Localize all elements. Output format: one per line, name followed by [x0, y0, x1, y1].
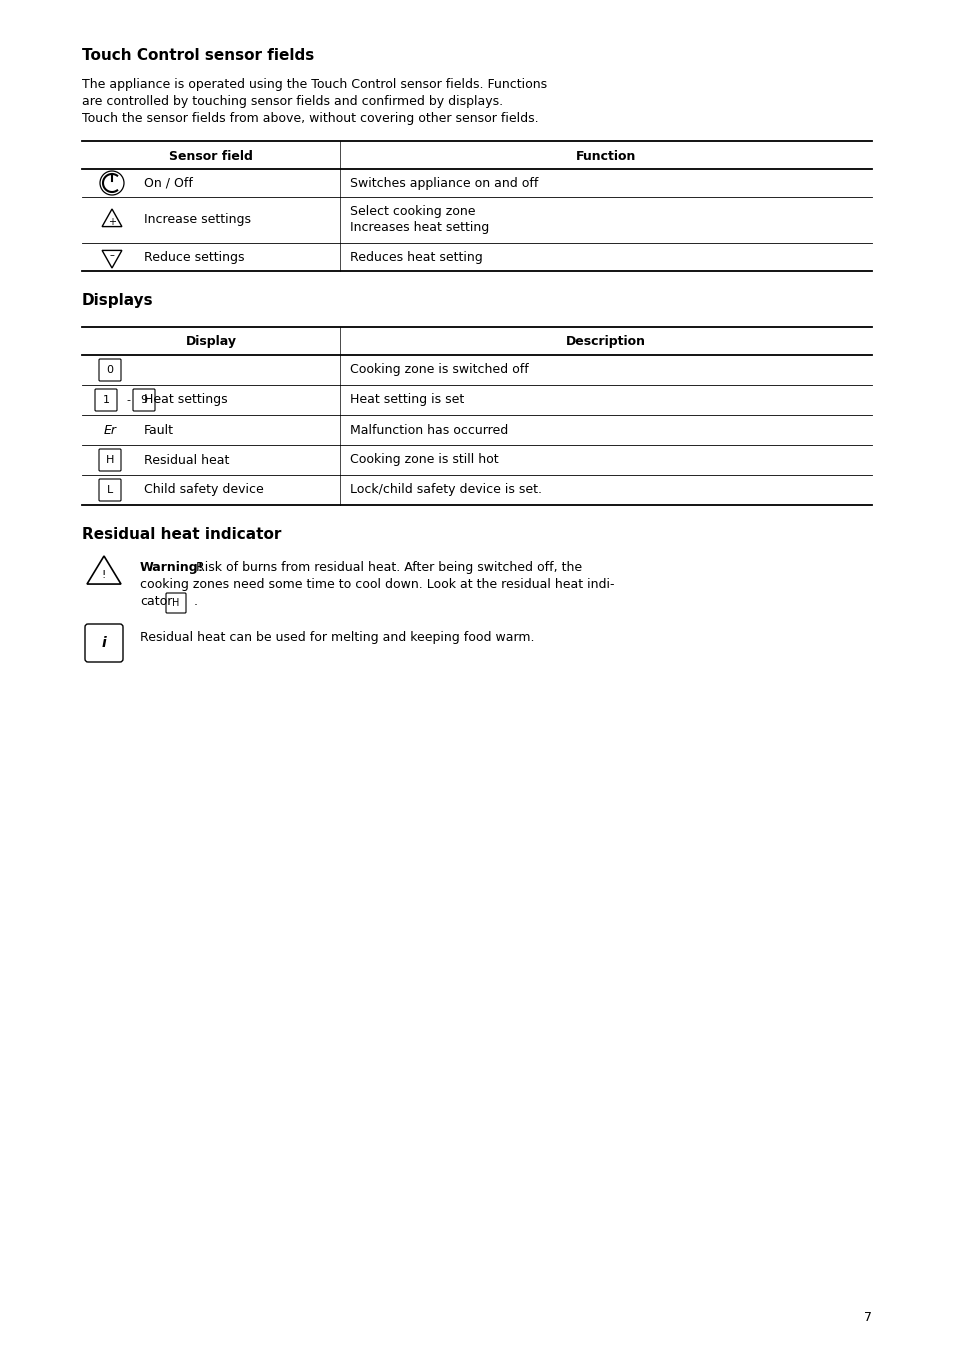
FancyBboxPatch shape — [99, 360, 121, 381]
FancyBboxPatch shape — [132, 389, 154, 411]
Text: .: . — [190, 595, 198, 608]
Text: Increase settings: Increase settings — [144, 214, 251, 227]
Text: Er: Er — [103, 423, 116, 437]
Text: Lock/child safety device is set.: Lock/child safety device is set. — [350, 484, 541, 496]
Text: Displays: Displays — [82, 293, 153, 308]
Text: Fault: Fault — [144, 423, 173, 437]
FancyBboxPatch shape — [95, 389, 117, 411]
Text: -: - — [126, 395, 130, 406]
Text: are controlled by touching sensor fields and confirmed by displays.: are controlled by touching sensor fields… — [82, 95, 502, 108]
Text: H: H — [106, 456, 114, 465]
Text: Residual heat indicator: Residual heat indicator — [82, 527, 281, 542]
FancyBboxPatch shape — [99, 479, 121, 502]
Text: 0: 0 — [107, 365, 113, 375]
Text: H: H — [172, 598, 179, 608]
Text: cator: cator — [140, 595, 172, 608]
Text: On / Off: On / Off — [144, 177, 193, 189]
Text: L: L — [107, 485, 113, 495]
Text: –: – — [110, 250, 114, 260]
Text: Heat setting is set: Heat setting is set — [350, 393, 464, 407]
Text: Residual heat can be used for melting and keeping food warm.: Residual heat can be used for melting an… — [140, 631, 534, 644]
FancyBboxPatch shape — [99, 449, 121, 470]
Text: 1: 1 — [102, 395, 110, 406]
Text: The appliance is operated using the Touch Control sensor fields. Functions: The appliance is operated using the Touc… — [82, 78, 547, 91]
Text: Switches appliance on and off: Switches appliance on and off — [350, 177, 537, 189]
Text: Malfunction has occurred: Malfunction has occurred — [350, 423, 508, 437]
FancyBboxPatch shape — [85, 625, 123, 662]
Text: Description: Description — [565, 335, 645, 349]
Text: Display: Display — [185, 335, 236, 349]
Text: Reduces heat setting: Reduces heat setting — [350, 250, 482, 264]
Text: Reduce settings: Reduce settings — [144, 250, 244, 264]
Text: Warning!: Warning! — [140, 561, 204, 575]
Text: Cooking zone is still hot: Cooking zone is still hot — [350, 453, 498, 466]
Text: Select cooking zone: Select cooking zone — [350, 206, 475, 219]
Text: cooking zones need some time to cool down. Look at the residual heat indi-: cooking zones need some time to cool dow… — [140, 579, 614, 591]
Text: 7: 7 — [863, 1311, 871, 1324]
Text: i: i — [102, 635, 107, 650]
Text: Cooking zone is switched off: Cooking zone is switched off — [350, 364, 528, 376]
Text: 9: 9 — [140, 395, 148, 406]
FancyBboxPatch shape — [166, 594, 186, 612]
Text: !: ! — [102, 571, 106, 580]
Text: Heat settings: Heat settings — [144, 393, 228, 407]
Text: Touch Control sensor fields: Touch Control sensor fields — [82, 49, 314, 64]
Text: Child safety device: Child safety device — [144, 484, 263, 496]
Text: Residual heat: Residual heat — [144, 453, 229, 466]
Text: Touch the sensor fields from above, without covering other sensor fields.: Touch the sensor fields from above, with… — [82, 112, 538, 124]
Text: Sensor field: Sensor field — [169, 150, 253, 162]
Text: Function: Function — [576, 150, 636, 162]
Text: Increases heat setting: Increases heat setting — [350, 222, 489, 234]
Text: Risk of burns from residual heat. After being switched off, the: Risk of burns from residual heat. After … — [192, 561, 581, 575]
Text: +: + — [108, 218, 116, 227]
